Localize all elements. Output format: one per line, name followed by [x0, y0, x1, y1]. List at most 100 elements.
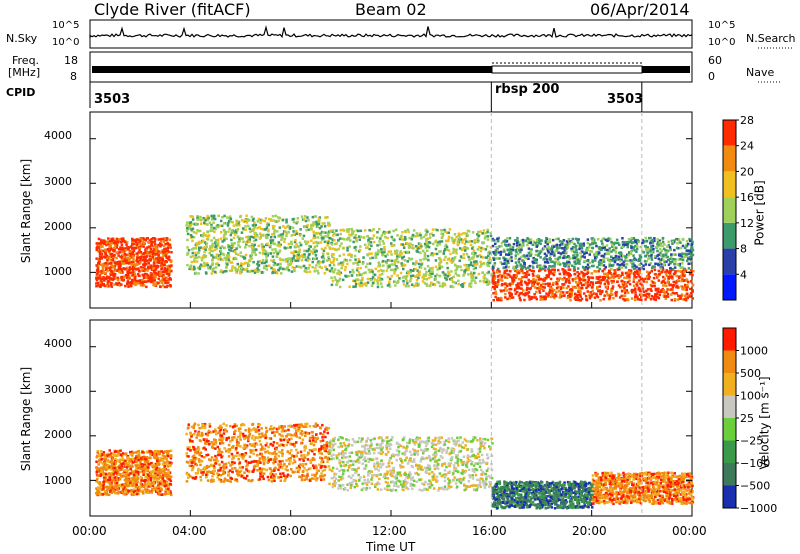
- power-cell: [498, 274, 501, 277]
- power-cell: [339, 261, 343, 265]
- power-cell: [150, 244, 154, 247]
- power-cell: [567, 256, 571, 259]
- power-cell: [157, 238, 160, 241]
- power-cell: [311, 250, 314, 254]
- power-cell: [505, 240, 509, 243]
- power-cell: [465, 252, 469, 256]
- power-cell: [133, 272, 136, 276]
- power-cell: [265, 255, 268, 258]
- power-cell: [212, 236, 216, 240]
- power-cell: [314, 240, 317, 244]
- power-cell: [421, 276, 424, 279]
- power-cell: [118, 251, 122, 254]
- power-cell: [691, 273, 694, 277]
- power-cell: [533, 280, 536, 284]
- power-cell: [306, 240, 310, 243]
- power-cell: [308, 258, 311, 261]
- power-cell: [530, 252, 533, 255]
- power-cell: [515, 271, 519, 274]
- power-cell: [157, 253, 160, 257]
- power-cell: [307, 253, 311, 257]
- power-cell: [110, 242, 113, 245]
- power-cell: [337, 269, 340, 272]
- power-cell: [555, 237, 558, 241]
- power-cell: [189, 255, 193, 259]
- power-cell: [604, 238, 608, 242]
- power-cell: [508, 288, 511, 291]
- power-cell: [361, 276, 364, 280]
- power-cell: [448, 273, 451, 277]
- power-cell: [272, 251, 275, 255]
- power-cell: [684, 269, 688, 272]
- power-cell: [534, 243, 538, 246]
- power-cell: [662, 284, 665, 287]
- power-cell: [573, 273, 577, 276]
- power-cell: [310, 239, 313, 242]
- power-cell: [671, 285, 675, 289]
- power-cell: [463, 247, 467, 251]
- power-cell: [579, 281, 583, 285]
- power-cell: [599, 248, 603, 252]
- power-cell: [546, 243, 549, 246]
- power-cell: [259, 234, 263, 237]
- power-cell: [100, 257, 103, 260]
- power-cell: [523, 298, 526, 302]
- velocity-cell: [104, 459, 107, 462]
- power-cell: [159, 243, 162, 246]
- power-cell: [644, 254, 647, 258]
- power-cell: [317, 219, 321, 222]
- power-cell: [137, 269, 141, 272]
- power-cell: [435, 252, 439, 256]
- power-cell: [100, 252, 104, 256]
- velocity-cell: [127, 465, 131, 468]
- power-cell: [166, 246, 170, 250]
- power-cell: [297, 259, 300, 262]
- power-cell: [662, 253, 665, 257]
- power-cell: [680, 252, 684, 256]
- velocity-cell: [113, 481, 117, 485]
- power-cell: [126, 261, 130, 265]
- power-cell: [508, 273, 511, 277]
- power-cell: [118, 284, 121, 287]
- power-cell: [584, 281, 587, 285]
- power-cell: [559, 293, 562, 296]
- power-cell: [580, 247, 584, 250]
- power-cell: [569, 293, 572, 296]
- power-cell: [499, 253, 502, 256]
- power-cell: [600, 254, 603, 258]
- power-cell: [323, 240, 327, 243]
- power-cell: [503, 250, 506, 253]
- power-cell: [641, 249, 644, 252]
- power-cell: [598, 247, 601, 251]
- power-cell: [131, 241, 134, 244]
- power-cell: [130, 252, 134, 256]
- power-cell: [277, 268, 280, 272]
- velocity-cell: [101, 473, 104, 477]
- power-cell: [656, 289, 659, 292]
- power-cell: [466, 234, 469, 237]
- power-cell: [390, 268, 393, 272]
- power-cell: [131, 260, 134, 264]
- power-cell: [387, 231, 391, 234]
- power-cell: [424, 229, 428, 232]
- power-cell: [333, 276, 336, 279]
- power-cell: [610, 241, 613, 244]
- power-cell: [482, 241, 485, 244]
- power-cell: [608, 247, 611, 250]
- power-cell: [219, 246, 222, 250]
- power-cell: [355, 237, 358, 241]
- power-cell: [265, 252, 269, 255]
- power-cell: [469, 282, 473, 285]
- power-cell: [523, 263, 526, 267]
- power-cell: [509, 246, 513, 249]
- power-cell: [390, 253, 393, 256]
- power-cell: [95, 248, 98, 252]
- power-cell: [430, 275, 433, 278]
- power-cell: [371, 256, 374, 260]
- power-cell: [407, 284, 410, 288]
- power-cell: [457, 232, 460, 235]
- power-cell: [320, 236, 324, 240]
- power-cell: [105, 241, 109, 244]
- power-cell: [204, 264, 207, 267]
- power-cell: [287, 224, 290, 228]
